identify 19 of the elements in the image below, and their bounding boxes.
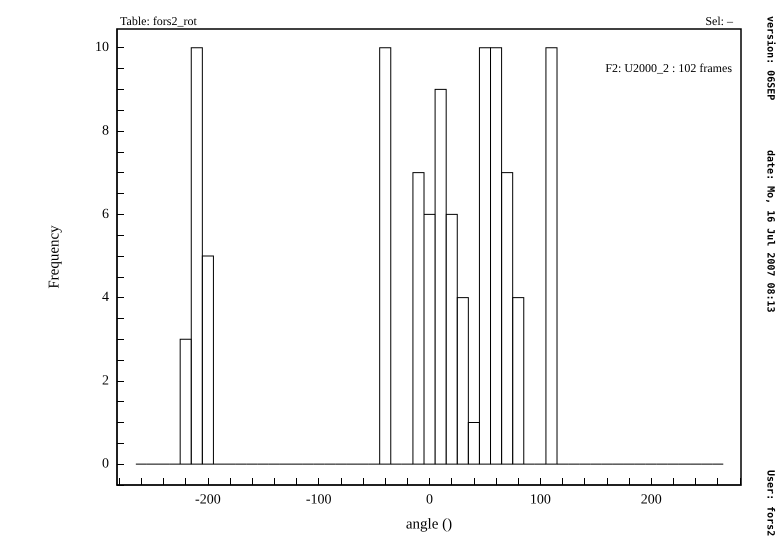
y-tick-label: 10 [95,40,109,56]
text: date: Mo, 16 Jul 2007 08:13 [764,150,776,313]
y-tick-label: 6 [102,206,109,222]
text: User: fors2 [764,470,776,536]
x-tick-label: -100 [306,492,332,508]
text: version: 06SEP [764,16,776,100]
y-tick-label: 4 [102,290,109,306]
y-axis-title: Frequency [46,224,62,289]
x-tick-label: 0 [426,492,434,508]
y-tick-label: 0 [102,456,109,472]
annotation: F2: U2000_2 : 102 frames [605,61,732,75]
x-tick-label: 200 [640,492,662,508]
x-axis-title: angle () [406,516,452,532]
x-tick-label: 100 [530,492,551,508]
chart-subtitle: Sel: – [705,14,734,28]
y-tick-label: 2 [102,373,109,388]
y-tick-label: 8 [102,124,109,139]
chart-title: Table: fors2_rot [120,14,198,28]
x-tick-label: -200 [195,492,221,508]
